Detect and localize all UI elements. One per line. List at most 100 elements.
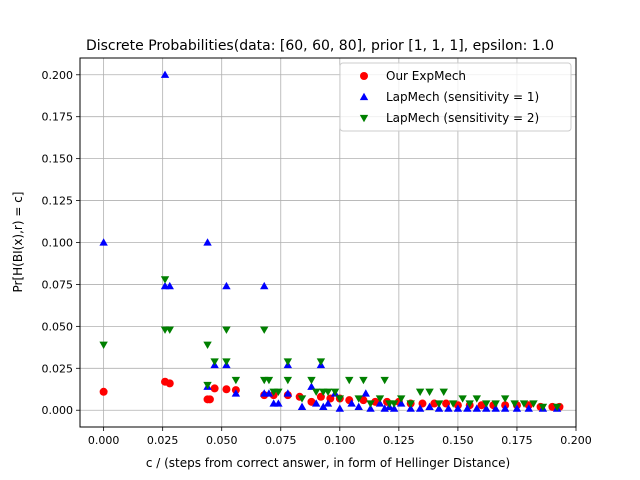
y-tick-label: 0.175 [42,111,74,124]
data-point [330,388,340,396]
data-point [359,396,368,405]
legend: Our ExpMech LapMech (sensitivity = 1) LapM… [339,62,572,132]
data-point [415,404,425,412]
x-tick-label: 0.125 [383,434,415,447]
data-point [380,376,389,385]
data-point [524,404,533,412]
legend-box [339,62,572,132]
chart-title: Discrete Probabilities(data: [60, 60, 80… [86,38,554,54]
x-tick-label: 0.050 [206,434,238,447]
data-point [222,326,231,334]
data-point [491,404,500,412]
data-point [354,395,363,403]
data-point [425,402,434,411]
series-marks [99,70,564,412]
data-point [283,376,293,385]
legend-marker [360,72,368,80]
data-point [361,389,370,397]
data-point [203,381,212,390]
data-point [165,281,174,290]
data-point [510,400,519,408]
data-point [260,281,269,290]
y-axis-label: Pr[H(BI(x),r) = c] [11,192,25,293]
data-point [500,395,510,403]
data-point [165,326,174,334]
data-point [512,404,522,412]
x-tick-label: 0.100 [324,434,356,447]
x-axis-ticks: 0.000 0.025 0.050 0.075 0.100 0.125 0.150 0.175… [88,427,592,447]
x-tick-label: 0.175 [501,434,533,447]
data-point [165,379,174,388]
data-point [359,376,368,385]
data-point [491,400,500,408]
data-point [283,389,293,397]
data-point [205,395,214,404]
legend-label: Our ExpMech [386,69,466,83]
data-point [406,404,415,412]
data-point [354,402,363,411]
data-point [375,395,385,403]
data-point [375,399,385,407]
data-point [274,388,283,396]
data-point [397,399,406,407]
data-point [552,403,562,412]
x-tick-label: 0.200 [560,434,592,447]
data-point [415,388,425,396]
data-point [210,384,219,393]
legend-marker [359,92,369,101]
data-point [222,385,231,394]
data-point [500,404,510,412]
data-point [297,402,307,411]
data-point [323,388,333,396]
data-point [316,358,326,366]
data-point [311,399,321,407]
data-point [482,404,491,412]
data-point [425,388,434,396]
data-point [482,400,491,408]
x-tick-label: 0.025 [147,434,179,447]
data-point [222,358,231,366]
data-point [448,400,458,408]
data-point [434,404,444,412]
data-point [406,400,415,408]
series-3 [99,276,562,412]
data-point [472,404,481,412]
x-tick-label: 0.000 [88,434,120,447]
data-point [264,376,274,385]
legend-entries: Our ExpMech LapMech (sensitivity = 1) LapM… [359,69,539,125]
y-tick-label: 0.125 [42,195,74,208]
data-point [222,281,231,290]
plot-frame [79,57,577,428]
data-point [319,402,328,411]
data-point [538,403,548,412]
x-axis-label: c / (steps from correct answer, in form … [146,456,510,470]
data-point [345,376,354,385]
data-point [519,400,529,408]
data-point [371,397,380,406]
data-point [99,387,108,396]
data-point [274,399,283,407]
data-point [160,70,170,78]
data-point [283,358,293,366]
legend-label: LapMech (sensitivity = 2) [386,111,539,125]
data-point [160,276,170,284]
data-point [307,382,316,390]
data-point [453,404,463,412]
y-axis-ticks: 0.000 0.025 0.050 0.075 0.100 0.125 0.150 0.175… [42,69,80,417]
y-tick-label: 0.150 [42,153,74,166]
data-point [203,341,212,350]
data-point [477,401,486,410]
data-point [307,376,316,385]
data-point [335,395,345,403]
data-point [465,400,474,408]
data-point [260,326,269,334]
legend-marker [359,114,369,123]
data-point [444,404,453,412]
data-point [210,358,219,366]
data-point [297,395,307,403]
y-tick-label: 0.050 [42,320,74,333]
data-point [397,395,406,403]
data-point [472,395,481,403]
data-point [323,399,333,407]
